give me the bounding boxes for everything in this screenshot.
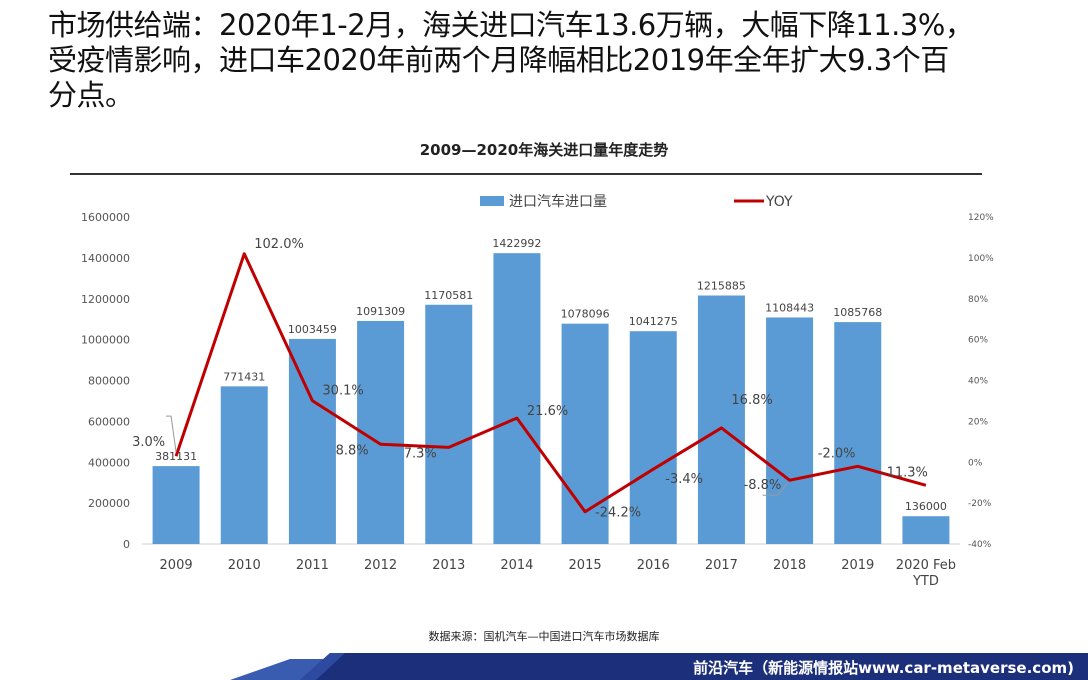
- title-divider: [70, 173, 982, 175]
- bar: [902, 516, 950, 544]
- bar-value-label: 136000: [905, 500, 947, 513]
- x-tick-label: 2014: [500, 558, 533, 573]
- bar-value-label: 1422992: [492, 237, 541, 250]
- bar: [561, 323, 609, 544]
- y-left-tick-label: 800000: [88, 375, 130, 388]
- footer-bar: 前沿汽车（新能源情报站www.car-metaverse.com): [0, 645, 1088, 680]
- bar: [220, 386, 268, 544]
- y-left-tick-label: 1000000: [81, 334, 130, 347]
- x-tick-label: 2016: [637, 558, 670, 573]
- x-tick-label: 2010: [228, 558, 261, 573]
- headline-line-2: 受疫情影响，进口车2020年前两个月降幅相比2019年全年扩大9.3个百: [48, 43, 949, 77]
- y-left-tick-label: 600000: [88, 415, 130, 428]
- y-right-tick-label: 120%: [968, 213, 994, 223]
- x-tick-label: 2012: [364, 558, 397, 573]
- yoy-value-label: -3.4%: [665, 472, 703, 487]
- yoy-value-label: 16.8%: [731, 393, 772, 408]
- y-left-tick-label: 1200000: [81, 293, 130, 306]
- headline-line-1: 市场供给端：2020年1-2月，海关进口汽车13.6万辆，大幅下降11.3%，: [48, 8, 974, 42]
- x-tick-label: 2019: [841, 558, 874, 573]
- y-right-tick-label: -20%: [968, 499, 992, 509]
- bar-value-label: 1078096: [561, 308, 610, 321]
- bar-value-label: 1003459: [288, 323, 337, 336]
- bar-value-label: 1085768: [833, 306, 882, 319]
- chart-title: 2009—2020年海关进口量年度走势: [419, 141, 669, 159]
- x-tick-label: 2017: [705, 558, 738, 573]
- bar: [766, 317, 814, 544]
- x-tick-label: 2013: [432, 558, 465, 573]
- bar: [834, 322, 882, 544]
- y-left-tick-label: 1400000: [81, 252, 130, 265]
- bar-value-label: 1108443: [765, 301, 814, 314]
- y-right-tick-label: 100%: [968, 254, 994, 264]
- leader-line: [166, 415, 177, 453]
- bar: [152, 466, 200, 544]
- y-left-tick-label: 1600000: [81, 211, 130, 224]
- y-right-tick-label: 40%: [968, 377, 988, 387]
- yoy-value-label: 30.1%: [322, 384, 363, 399]
- footer-background: [0, 653, 1088, 680]
- y-right-tick-label: 20%: [968, 417, 988, 427]
- yoy-value-label: 3.0%: [132, 435, 165, 450]
- x-tick-label: 2011: [296, 558, 329, 573]
- yoy-value-label: 21.6%: [527, 404, 568, 419]
- bar: [493, 253, 541, 544]
- bar-value-label: 1215885: [697, 280, 746, 293]
- bar-value-label: 381131: [155, 450, 197, 463]
- headline-line-3: 分点。: [48, 78, 134, 112]
- leader-line: [762, 482, 788, 496]
- bar-value-label: 1170581: [424, 289, 473, 302]
- bar: [629, 331, 677, 544]
- y-right-tick-label: 60%: [968, 336, 988, 346]
- x-tick-label: YTD: [912, 574, 939, 589]
- chart-canvas: 0 200000 400000 600000 800000 1000000 1200000 1…: [81, 193, 994, 589]
- yoy-value-label: 7.3%: [404, 446, 437, 461]
- x-tick-label: 2015: [569, 558, 602, 573]
- legend-bar-swatch: [480, 196, 504, 206]
- bar: [697, 295, 745, 544]
- y-right-tick-label: -40%: [968, 540, 992, 550]
- bar-value-label: 1091309: [356, 305, 405, 318]
- x-tick-label: 2020 Feb: [896, 558, 956, 573]
- legend-bar-label: 进口汽车进口量: [509, 193, 607, 210]
- yoy-value-label: 102.0%: [254, 237, 304, 252]
- y-right-tick-label: 80%: [968, 295, 988, 305]
- yoy-value-label: -2.0%: [818, 446, 856, 461]
- yoy-value-label: -24.2%: [595, 506, 641, 521]
- yoy-value-label: 8.8%: [336, 443, 369, 458]
- bar: [288, 338, 336, 544]
- legend-line-label: YOY: [765, 194, 793, 210]
- bar-value-label: 1041275: [629, 315, 678, 328]
- bar: [425, 304, 473, 544]
- y-left-tick-label: 0: [123, 538, 130, 551]
- bar-value-label: 771431: [223, 370, 265, 383]
- y-right-tick-label: 0%: [968, 458, 983, 468]
- y-left-tick-label: 200000: [88, 497, 130, 510]
- x-tick-label: 2018: [773, 558, 806, 573]
- yoy-value-label: -8.8%: [744, 478, 782, 493]
- source-note: 数据来源：国机汽车—中国进口汽车市场数据库: [428, 630, 660, 643]
- headline: 市场供给端：2020年1-2月，海关进口汽车13.6万辆，大幅下降11.3%， …: [48, 8, 1058, 113]
- yoy-line: [174, 252, 927, 514]
- y-left-tick-label: 400000: [88, 456, 130, 469]
- footer-text: 前沿汽车（新能源情报站www.car-metaverse.com): [693, 659, 1074, 677]
- x-tick-label: 2009: [160, 558, 193, 573]
- yoy-value-label: -11.3%: [882, 465, 928, 480]
